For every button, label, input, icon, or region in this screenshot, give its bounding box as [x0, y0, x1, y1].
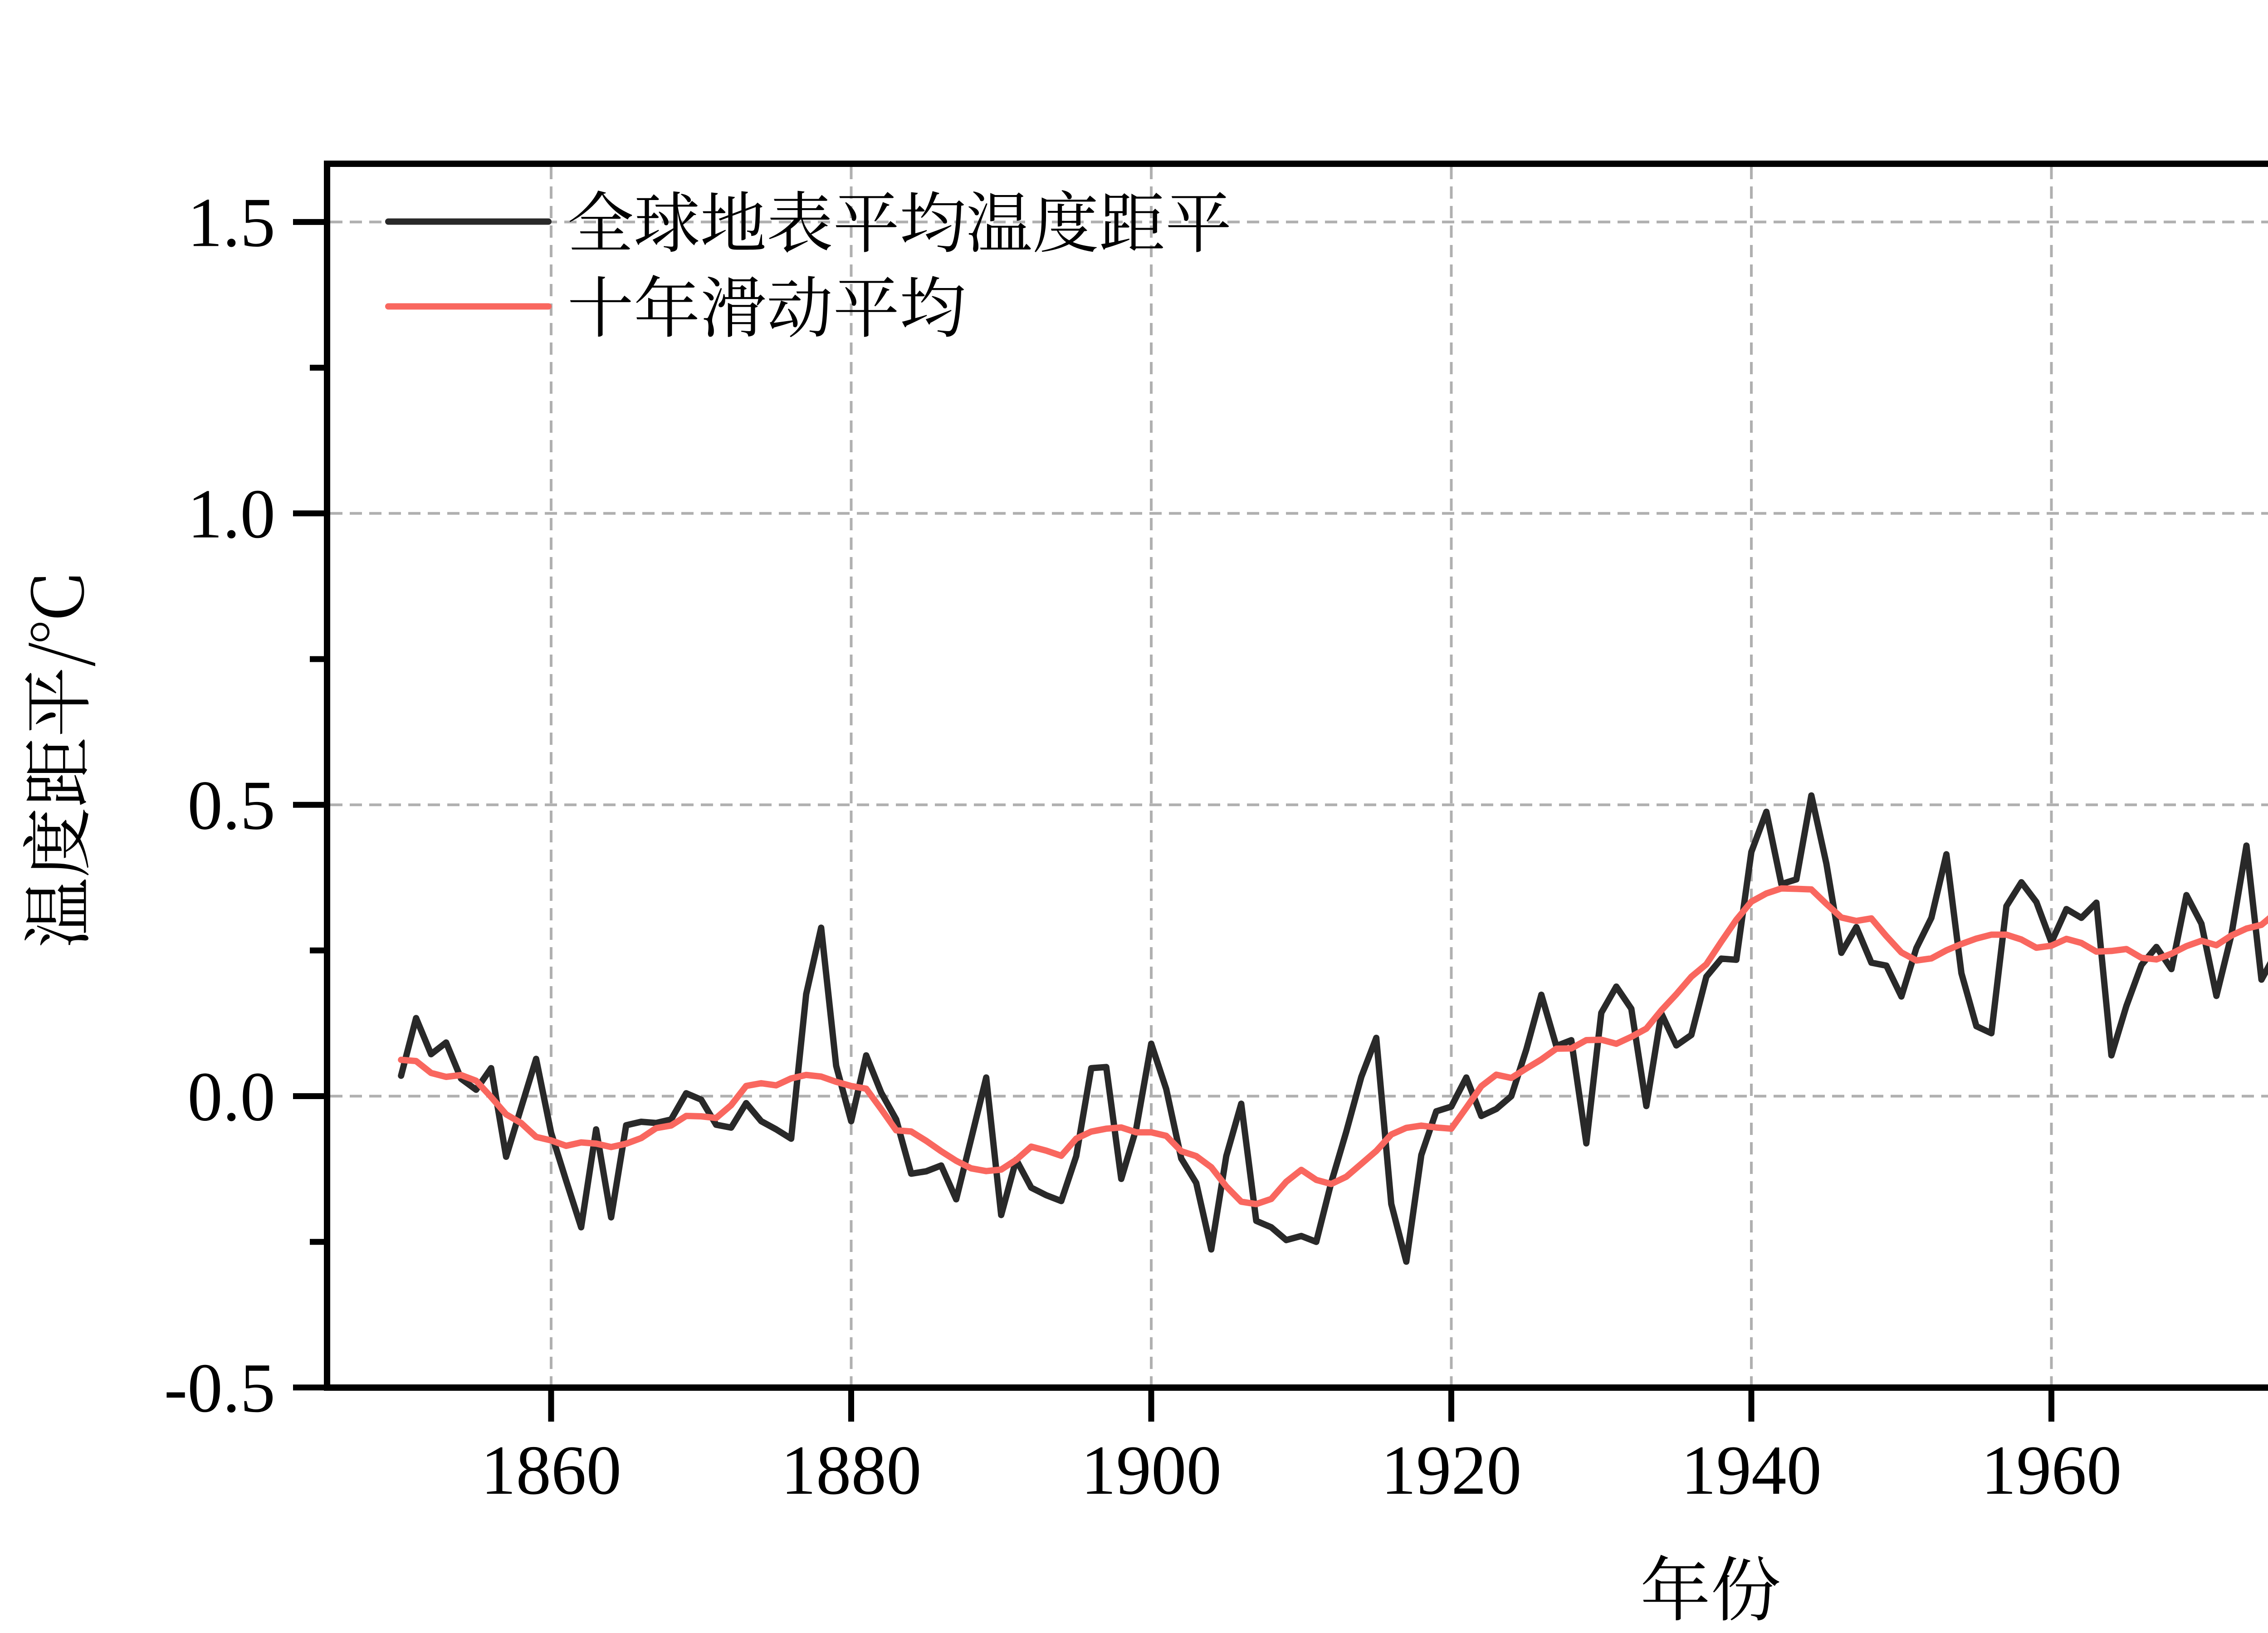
- svg-text:1900: 1900: [1081, 1431, 1222, 1509]
- svg-text:0.5: 0.5: [187, 766, 275, 844]
- svg-text:1920: 1920: [1381, 1431, 1522, 1509]
- svg-text:1860: 1860: [481, 1431, 621, 1509]
- svg-text:1.5: 1.5: [187, 183, 275, 261]
- svg-text:1940: 1940: [1681, 1431, 1822, 1509]
- svg-text:1960: 1960: [1981, 1431, 2122, 1509]
- svg-text:1.0: 1.0: [187, 475, 275, 553]
- svg-text:-0.5: -0.5: [164, 1349, 275, 1427]
- svg-text:1880: 1880: [781, 1431, 922, 1509]
- svg-text:0.0: 0.0: [187, 1058, 275, 1136]
